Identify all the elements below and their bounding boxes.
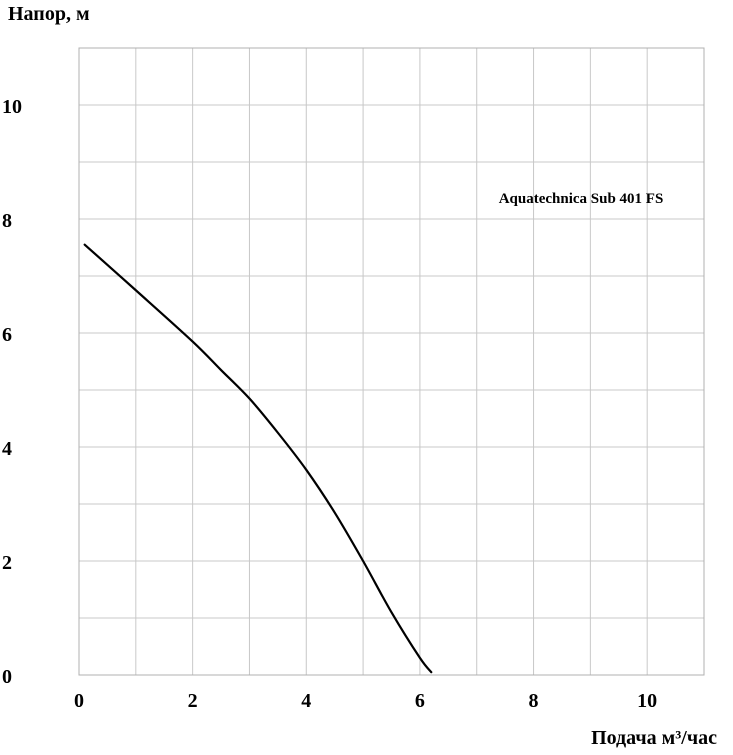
grid [79, 48, 704, 675]
y-axis-label: Напор, м [8, 3, 90, 25]
plot-frame [78, 47, 705, 676]
series-layer [83, 243, 433, 674]
x-tick-label: 6 [415, 690, 425, 712]
y-tick-label: 6 [2, 324, 12, 346]
y-tick-label: 2 [2, 552, 12, 574]
x-axis-label: Подача м³/час [591, 727, 717, 749]
y-tick-label: 8 [2, 210, 12, 232]
x-tick-label: 2 [188, 690, 198, 712]
y-tick-label: 10 [2, 96, 22, 118]
chart-annotation: Aquatechnica Sub 401 FS [499, 191, 664, 207]
y-tick-label: 0 [2, 666, 12, 688]
y-tick-label: 4 [2, 438, 12, 460]
x-tick-label: 4 [301, 690, 311, 712]
x-tick-label: 0 [74, 690, 84, 712]
x-tick-label: 10 [637, 690, 657, 712]
tick-labels: 0 2 4 6 8 10 0 2 4 6 8 10 [2, 96, 657, 712]
x-tick-label: 8 [529, 690, 539, 712]
pump-curve-line [83, 243, 433, 674]
